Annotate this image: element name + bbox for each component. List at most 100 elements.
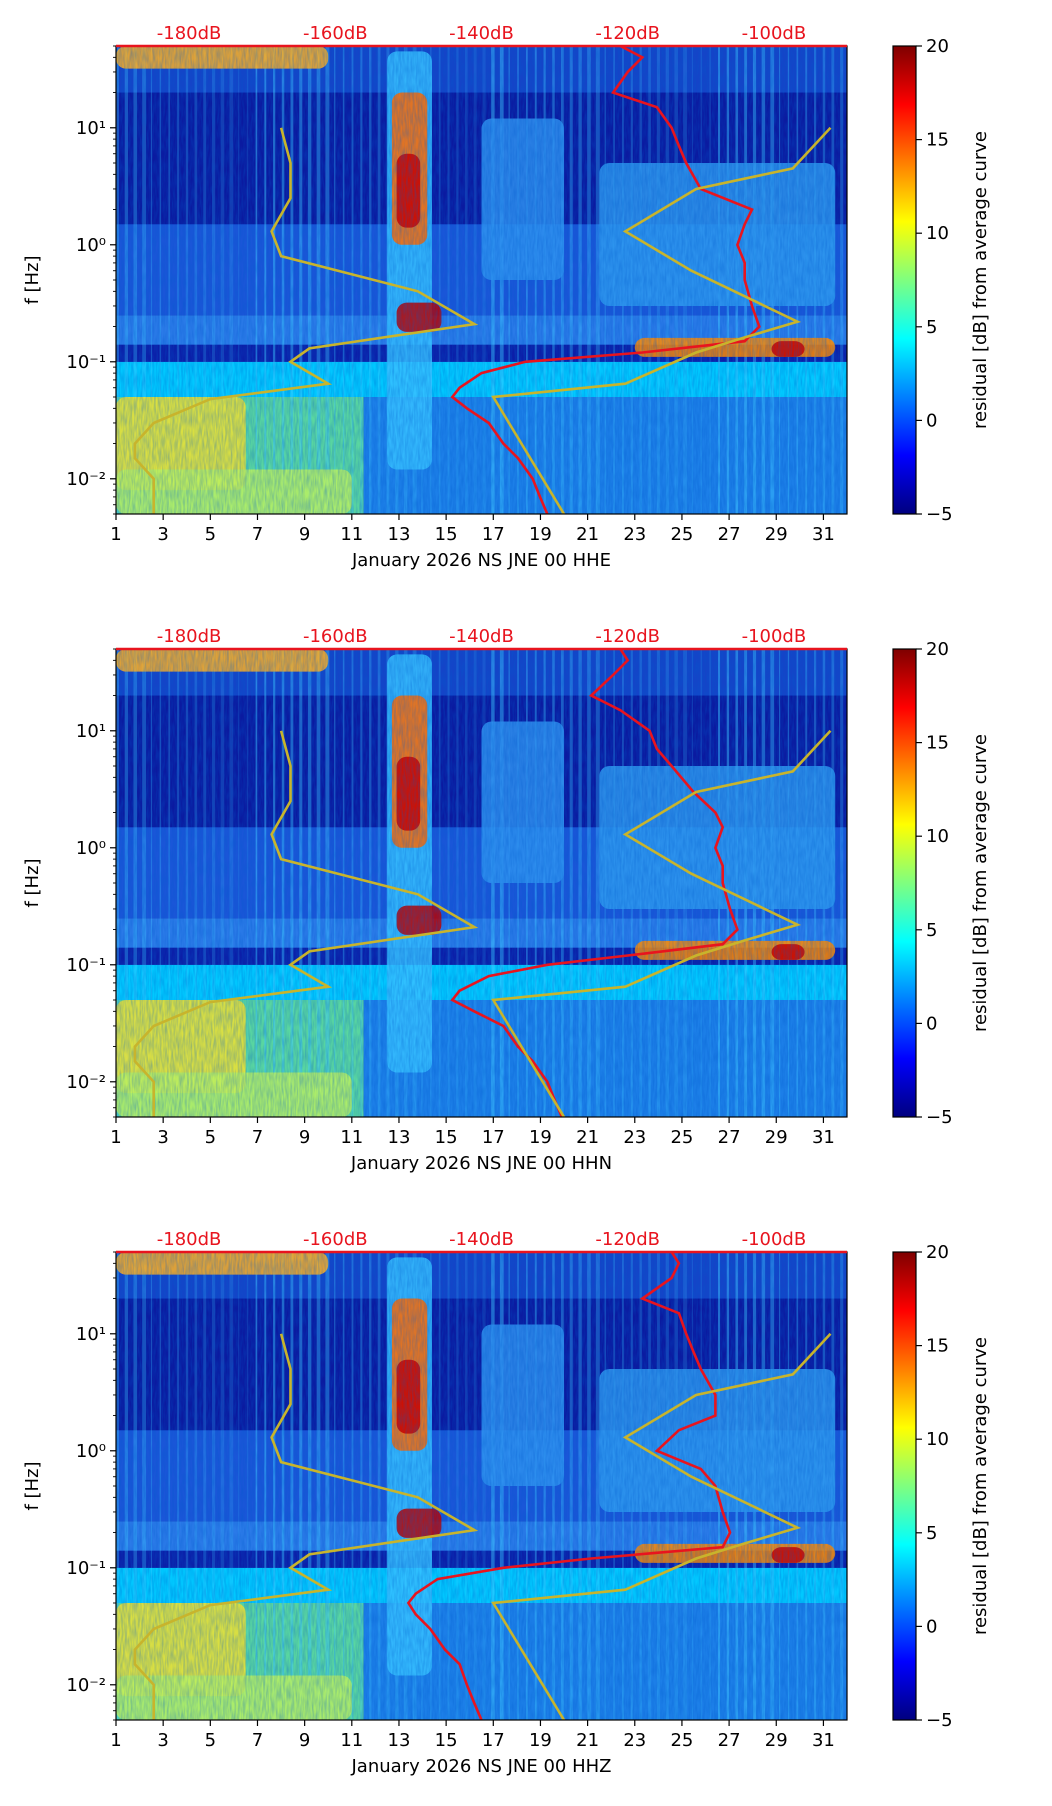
colorbar-label: residual [dB] from average curve [970, 734, 991, 1032]
colorbar-tick-label: −5 [926, 1710, 953, 1731]
db-tick-label: -180dB [157, 626, 222, 647]
colorbar-tick-label: 20 [926, 36, 949, 57]
x-tick-label: 7 [252, 524, 263, 545]
x-tick-label: 9 [299, 1127, 310, 1148]
db-top-axis: -180dB -160dB -140dB -120dB -100dB [116, 1229, 847, 1254]
y-tick-label: 10⁻² [66, 469, 106, 490]
x-tick-label: 27 [718, 1730, 741, 1751]
y-axis-ticks: 10⁻² 10⁻¹ 10⁰ 10¹ [66, 45, 116, 515]
colorbar-tick-label: −5 [926, 504, 953, 525]
x-tick-label: 5 [205, 1730, 216, 1751]
x-tick-label: 1 [110, 524, 121, 545]
x-tick-label: 25 [670, 1730, 693, 1751]
y-tick-label: 10¹ [76, 118, 106, 139]
db-tick-label: -120dB [595, 23, 660, 44]
db-tick-label: -140dB [449, 1229, 514, 1250]
colorbar-gradient [892, 648, 917, 1118]
db-tick-label: -180dB [157, 1229, 222, 1250]
db-tick-label: -140dB [449, 626, 514, 647]
colorbar-tick-label: 0 [926, 410, 937, 431]
colorbar-tick-label: 10 [926, 1429, 949, 1450]
x-tick-label: 1 [110, 1730, 121, 1751]
y-tick-label: 10⁻¹ [66, 955, 106, 976]
x-tick-label: 13 [388, 1127, 411, 1148]
x-tick-label: 19 [529, 524, 552, 545]
x-axis-ticks: 1 3 5 7 9 11 13 15 17 19 21 23 25 27 29 31 [110, 514, 835, 545]
x-tick-label: 11 [340, 524, 363, 545]
x-tick-label: 31 [812, 1730, 835, 1751]
db-tick-label: -100dB [742, 626, 807, 647]
db-tick-label: -120dB [595, 626, 660, 647]
x-tick-label: 19 [529, 1730, 552, 1751]
noise-model-curves [133, 1332, 832, 1720]
x-tick-label: 29 [765, 1730, 788, 1751]
psd-curve [450, 649, 739, 1117]
y-axis-label: f [Hz] [22, 255, 43, 304]
spectrogram-panel-hhz: 1 3 5 7 9 11 13 15 17 19 21 23 25 27 29 31 10⁻²10⁻¹10⁰1… [22, 1229, 991, 1777]
x-tick-label: 27 [718, 524, 741, 545]
y-tick-label: 10⁻¹ [66, 352, 106, 373]
x-tick-label: 7 [252, 1127, 263, 1148]
x-tick-label: 27 [718, 1127, 741, 1148]
x-tick-label: 23 [623, 1730, 646, 1751]
colorbar-tick-label: 20 [926, 1242, 949, 1263]
noise-model-curves [133, 126, 832, 514]
high-noise-model-line [491, 126, 832, 514]
psd-curve-line [406, 1252, 732, 1720]
x-tick-label: 25 [670, 524, 693, 545]
x-tick-label: 11 [340, 1730, 363, 1751]
db-top-axis: -180dB -160dB -140dB -120dB -100dB [116, 23, 847, 48]
spectrogram-panel-hhe: 1 3 5 7 9 11 13 15 17 19 21 23 25 27 29 31 10⁻²10⁻¹10⁰1… [22, 23, 991, 571]
heatmap-area [116, 1252, 847, 1720]
low-noise-model-line [133, 730, 479, 1117]
x-tick-label: 17 [482, 1127, 505, 1148]
psd-curve [450, 46, 761, 514]
x-axis-label: January 2026 NS JNE 00 HHN [350, 1153, 612, 1174]
y-tick-label: 10⁻¹ [66, 1558, 106, 1579]
x-tick-label: 5 [205, 1127, 216, 1148]
colorbar: 20 15 10 5 0 −5 [892, 36, 953, 525]
heatmap-noise [116, 649, 847, 1117]
x-tick-label: 7 [252, 1730, 263, 1751]
y-tick-label: 10⁻² [66, 1675, 106, 1696]
colorbar-tick-label: 20 [926, 639, 949, 660]
x-axis-label: January 2026 NS JNE 00 HHE [351, 550, 611, 571]
high-noise-model-line [491, 729, 832, 1117]
x-tick-label: 29 [765, 524, 788, 545]
x-tick-label: 29 [765, 1127, 788, 1148]
y-axis-label: f [Hz] [22, 1461, 43, 1510]
x-tick-label: 3 [157, 1127, 168, 1148]
psd-curve [406, 1252, 732, 1720]
x-tick-label: 15 [435, 1127, 458, 1148]
y-tick-label: 10⁻² [66, 1072, 106, 1093]
x-tick-label: 3 [157, 524, 168, 545]
db-tick-label: -160dB [303, 626, 368, 647]
x-axis-ticks: 1 3 5 7 9 11 13 15 17 19 21 23 25 27 29 31 [110, 1720, 835, 1751]
db-tick-label: -140dB [449, 23, 514, 44]
colorbar-tick-label: 10 [926, 826, 949, 847]
y-tick-label: 10⁰ [76, 838, 106, 859]
x-tick-label: 13 [388, 1730, 411, 1751]
x-tick-label: 23 [623, 1127, 646, 1148]
spectrogram-panel-hhn: 1 3 5 7 9 11 13 15 17 19 21 23 25 27 29 31 10⁻²10⁻¹10⁰1… [22, 626, 991, 1174]
x-axis-ticks: 1 3 5 7 9 11 13 15 17 19 21 23 25 27 29 31 [110, 1117, 835, 1148]
y-axis-label: f [Hz] [22, 858, 43, 907]
colorbar: 20 15 10 5 0 −5 [892, 639, 953, 1128]
colorbar-label: residual [dB] from average curve [970, 131, 991, 429]
colorbar-tick-label: 15 [926, 1336, 949, 1357]
low-noise-model-line [133, 127, 479, 514]
x-tick-label: 5 [205, 524, 216, 545]
low-noise-model-line [133, 1333, 479, 1720]
colorbar-gradient [892, 1251, 917, 1721]
colorbar-tick-label: 0 [926, 1616, 937, 1637]
colorbar-tick-label: 0 [926, 1013, 937, 1034]
x-tick-label: 23 [623, 524, 646, 545]
x-tick-label: 17 [482, 524, 505, 545]
y-tick-label: 10⁰ [76, 1441, 106, 1462]
x-tick-label: 31 [812, 1127, 835, 1148]
x-tick-label: 31 [812, 524, 835, 545]
psd-curve-line [450, 649, 739, 1117]
heatmap-noise [116, 46, 847, 514]
db-tick-label: -180dB [157, 23, 222, 44]
y-tick-label: 10¹ [76, 1324, 106, 1345]
